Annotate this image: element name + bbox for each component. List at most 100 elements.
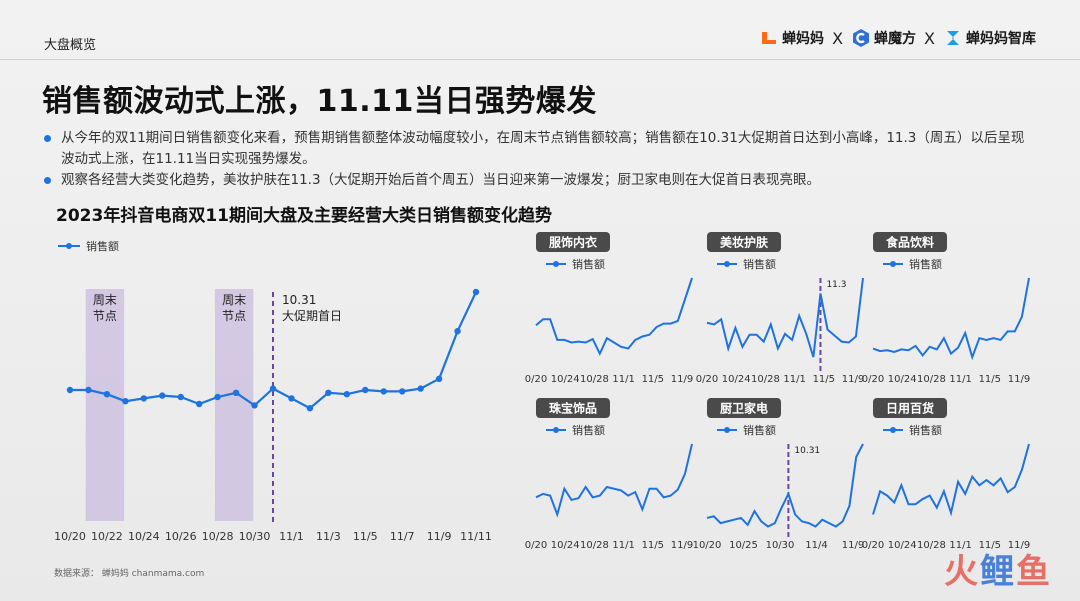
panel-x-tick: 11/9	[671, 374, 693, 385]
data-point	[435, 375, 443, 382]
x-tick-label: 10/22	[91, 530, 123, 543]
panel-x-tick: 0/20	[862, 540, 884, 551]
bullet-dot-icon	[44, 135, 51, 142]
x-tick-label: 11/11	[460, 530, 492, 543]
marker-label: 10.31	[282, 293, 316, 307]
data-point	[122, 398, 129, 405]
x-tick-label: 10/26	[165, 530, 197, 543]
summary-bullets: 从今年的双11期间日销售额变化来看，预售期销售额整体波动幅度较小，在周末节点销售…	[44, 128, 1034, 191]
legend-marker	[724, 427, 730, 433]
legend-marker	[553, 261, 559, 267]
category-badge	[707, 398, 781, 418]
chart-title: 2023年抖音电商双11期间大盘及主要经营大类日销售额变化趋势	[56, 206, 552, 226]
panel-series-line	[872, 277, 1030, 361]
logo-separator-2: X	[924, 28, 935, 48]
legend-label: 销售额	[743, 423, 776, 437]
panel-x-tick: 11/5	[979, 374, 1001, 385]
x-tick-label: 10/30	[239, 530, 271, 543]
panel-series-line	[535, 443, 693, 518]
category-badge	[873, 398, 947, 418]
x-tick-label: 10/28	[202, 530, 234, 543]
panel-marker-label: 11.3	[826, 280, 846, 290]
x-tick-label: 11/3	[316, 530, 341, 543]
panel-x-tick: 11/1	[612, 540, 634, 551]
category-badge-label: 食品饮料	[885, 235, 934, 250]
category-badge-label: 日用百货	[886, 401, 934, 416]
category-badge-label: 服饰内衣	[549, 235, 597, 250]
panel-x-tick: 10/28	[917, 374, 946, 385]
zhiku-logo-icon	[947, 31, 959, 45]
legend-label: 销售额	[86, 239, 119, 253]
data-point	[251, 402, 258, 409]
data-point	[472, 288, 480, 296]
legend-marker	[890, 261, 896, 267]
logo-label-2: 蝉魔方	[874, 31, 917, 47]
legend-label: 销售额	[909, 257, 942, 271]
data-point	[269, 385, 277, 392]
data-point	[66, 386, 74, 394]
panel-x-tick: 10/20	[693, 540, 722, 551]
panel-x-tick: 11/9	[842, 540, 864, 551]
panel-x-tick: 10/30	[766, 540, 795, 551]
marker-label: 大促期首日	[282, 309, 342, 323]
panel-x-tick: 10/28	[580, 374, 609, 385]
category-badge-label: 珠宝饰品	[549, 401, 597, 416]
panel-x-tick: 10/28	[917, 540, 946, 551]
panel-marker-label: 10.31	[794, 446, 820, 456]
data-point	[177, 393, 184, 401]
data-point	[195, 400, 203, 408]
panel-series-line	[872, 443, 1030, 517]
chanmofang-logo-icon	[853, 29, 870, 47]
watermark-logo: 火鲤鱼	[944, 552, 1052, 592]
logo-chanmofang: 蝉魔方	[851, 28, 916, 48]
category-badge	[536, 398, 610, 418]
sales-series-line	[70, 291, 477, 410]
data-point	[85, 386, 92, 394]
legend-label: 销售额	[572, 257, 605, 271]
band-label: 节点	[93, 309, 117, 323]
category-badge	[873, 232, 947, 252]
logo-label-1: 蝉妈妈	[782, 31, 825, 47]
legend-marker	[724, 261, 730, 267]
logo-label-3: 蝉妈妈智库	[966, 31, 1036, 47]
panel-x-tick: 10/24	[551, 540, 580, 551]
logo-chanmama: 蝉妈妈	[759, 28, 824, 48]
data-point	[454, 328, 461, 335]
legend-marker	[890, 427, 896, 433]
panel-x-tick: 0/20	[862, 374, 884, 385]
legend-marker	[66, 243, 72, 249]
panel-x-tick: 10/28	[580, 540, 609, 551]
data-point	[103, 391, 111, 398]
panel-x-tick: 11/5	[642, 540, 664, 551]
legend-label: 销售额	[572, 423, 605, 437]
logo-separator-1: X	[832, 28, 844, 48]
panel-x-tick: 0/20	[525, 540, 547, 551]
x-tick-label: 11/5	[353, 530, 378, 543]
chanmama-logo-icon	[762, 32, 777, 44]
panel-x-tick: 0/20	[525, 374, 547, 385]
data-point	[214, 393, 221, 401]
data-point	[140, 395, 148, 402]
legend-label: 销售额	[743, 257, 776, 271]
panel-x-tick: 10/24	[888, 374, 917, 385]
weekend-band	[214, 289, 254, 521]
category-badge-label: 厨卫家电	[720, 401, 768, 416]
legend-label: 销售额	[909, 423, 942, 437]
bullet-item: 从今年的双11期间日销售额变化来看，预售期销售额整体波动幅度较小，在周末节点销售…	[44, 128, 1034, 170]
panel-x-tick: 11/9	[1008, 374, 1030, 385]
panel-x-tick: 11/5	[813, 374, 835, 385]
bullet-text: 从今年的双11期间日销售额变化来看，预售期销售额整体波动幅度较小，在周末节点销售…	[61, 130, 1025, 167]
data-point	[398, 388, 406, 395]
logo-bar: 蝉妈妈 X 蝉魔方 X 蝉妈妈智库	[759, 28, 1036, 48]
page-title: 销售额波动式上涨，11.11当日强势爆发	[42, 84, 597, 119]
section-label: 大盘概览	[44, 38, 97, 53]
data-point	[232, 389, 240, 396]
category-badge	[536, 232, 610, 252]
x-tick-label: 11/9	[427, 530, 452, 543]
panel-series-line	[535, 277, 693, 357]
band-label: 节点	[222, 309, 246, 323]
x-tick-label: 11/7	[390, 530, 415, 543]
panel-x-tick: 10/24	[888, 540, 917, 551]
x-tick-label: 10/24	[128, 530, 160, 543]
